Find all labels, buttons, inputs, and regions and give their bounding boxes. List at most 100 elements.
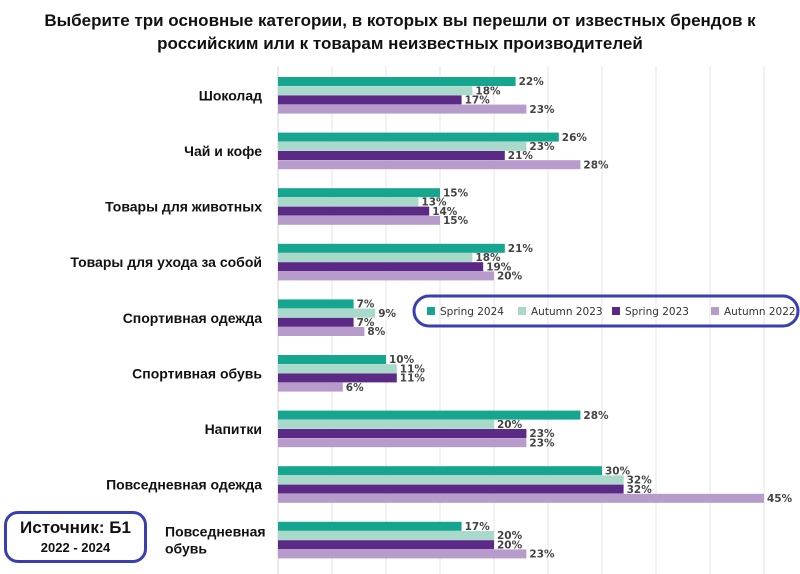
legend-label: Autumn 2023 [531, 306, 603, 318]
bar [278, 308, 376, 318]
data-label: 23% [529, 141, 555, 153]
data-label: 20% [497, 530, 523, 542]
bar [278, 132, 559, 142]
legend-swatch [612, 307, 620, 315]
data-label: 9% [378, 308, 396, 320]
category-label: Спортивная одежда [123, 310, 263, 326]
data-label: 23% [529, 428, 555, 440]
bar [278, 484, 624, 494]
data-label: 32% [627, 475, 653, 487]
data-label: 30% [605, 465, 631, 477]
bar [278, 197, 419, 207]
legend-swatch [711, 307, 719, 315]
data-label: 11% [400, 363, 426, 375]
bar [278, 382, 343, 392]
legend-label: Spring 2024 [440, 306, 504, 318]
bar [278, 475, 624, 485]
chart-title-line-1: Выберите три основные категории, в котор… [44, 11, 756, 30]
bar [278, 104, 527, 114]
bar [278, 493, 764, 503]
data-label: 14% [432, 206, 458, 218]
bars: 22%18%17%23%26%23%21%28%15%13%14%15%21%1… [278, 76, 793, 561]
bar [278, 438, 527, 448]
data-label: 23% [529, 437, 555, 449]
data-label: 23% [529, 104, 555, 116]
bar [278, 206, 430, 216]
bar [278, 77, 516, 86]
data-label: 6% [346, 382, 364, 394]
source-years: 2022 - 2024 [40, 540, 111, 555]
bar [278, 271, 494, 281]
category-label: Товары для ухода за собой [70, 254, 262, 270]
chart-title-line-2: российским или к товарам неизвестных про… [157, 34, 643, 53]
legend-label: Spring 2023 [625, 306, 689, 318]
category-label: Шоколад [199, 87, 262, 103]
source-label: Источник: Б1 [20, 518, 131, 537]
data-label: 21% [508, 243, 534, 255]
bar [278, 243, 505, 253]
data-label: 28% [583, 159, 609, 171]
legend-label: Autumn 2022 [724, 306, 796, 318]
data-label: 15% [443, 215, 469, 227]
data-label: 45% [767, 493, 793, 505]
bar [278, 215, 440, 225]
data-label: 11% [400, 373, 426, 385]
data-label: 20% [497, 271, 523, 283]
legend-swatch [518, 307, 526, 315]
bar [278, 531, 494, 540]
bar [278, 419, 494, 429]
legend: Spring 2024 Autumn 2023 Spring 2023 Autumn … [412, 294, 800, 328]
source-box: Источник: Б1 2022 - 2024 [4, 511, 147, 563]
bar [278, 317, 354, 327]
data-label: 7% [357, 317, 375, 329]
category-label: Напитки [205, 421, 262, 437]
bar [278, 373, 397, 383]
bar [278, 141, 527, 151]
bar [278, 95, 462, 105]
data-label: 28% [583, 410, 609, 422]
bar [278, 540, 494, 550]
bar [278, 188, 440, 198]
data-label: 18% [475, 85, 501, 97]
data-label: 32% [627, 484, 653, 496]
category-label: Повседневная одежда [106, 477, 262, 493]
data-label: 22% [519, 76, 545, 88]
bar [278, 521, 462, 531]
data-label: 8% [367, 326, 385, 338]
data-label: 19% [486, 261, 512, 273]
chart-title: Выберите три основные категории, в котор… [0, 9, 800, 55]
bar [278, 160, 581, 170]
data-label: 17% [465, 521, 491, 533]
category-label: обувь [165, 541, 207, 557]
bar [278, 549, 527, 559]
data-label: 15% [443, 187, 469, 199]
data-label: 13% [421, 197, 447, 209]
bar [278, 410, 581, 420]
bar [278, 151, 505, 160]
category-labels: Шоколад Чай и кофе Товары для животных Това… [70, 87, 265, 556]
bar [278, 364, 397, 374]
category-label: Чай и кофе [184, 143, 262, 159]
legend-frame [412, 294, 800, 328]
data-label: 18% [475, 252, 501, 264]
category-label: Товары для животных [105, 199, 262, 215]
data-label: 21% [508, 150, 534, 162]
bar [278, 327, 365, 336]
category-label: Спортивная обувь [132, 365, 262, 381]
data-label: 23% [529, 549, 555, 561]
data-label: 7% [357, 299, 375, 311]
bar [278, 466, 602, 476]
data-label: 20% [497, 539, 523, 551]
data-label: 17% [465, 95, 491, 107]
bar [278, 429, 527, 438]
bar [278, 299, 354, 309]
bar [278, 86, 473, 96]
data-label: 20% [497, 419, 523, 431]
data-label: 10% [389, 354, 415, 366]
bar [278, 355, 386, 364]
bar [278, 262, 484, 272]
data-label: 26% [562, 132, 588, 144]
bar [278, 253, 473, 262]
category-label: Повседневная [165, 524, 266, 540]
